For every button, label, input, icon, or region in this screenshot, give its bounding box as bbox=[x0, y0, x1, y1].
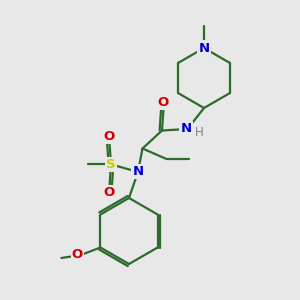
Text: O: O bbox=[72, 248, 83, 262]
Text: S: S bbox=[106, 158, 116, 171]
Text: O: O bbox=[158, 96, 169, 110]
Text: O: O bbox=[104, 130, 115, 143]
Text: N: N bbox=[180, 122, 192, 136]
Text: N: N bbox=[198, 41, 210, 55]
Text: N: N bbox=[132, 165, 144, 178]
Text: H: H bbox=[194, 126, 203, 139]
Text: O: O bbox=[104, 186, 115, 199]
